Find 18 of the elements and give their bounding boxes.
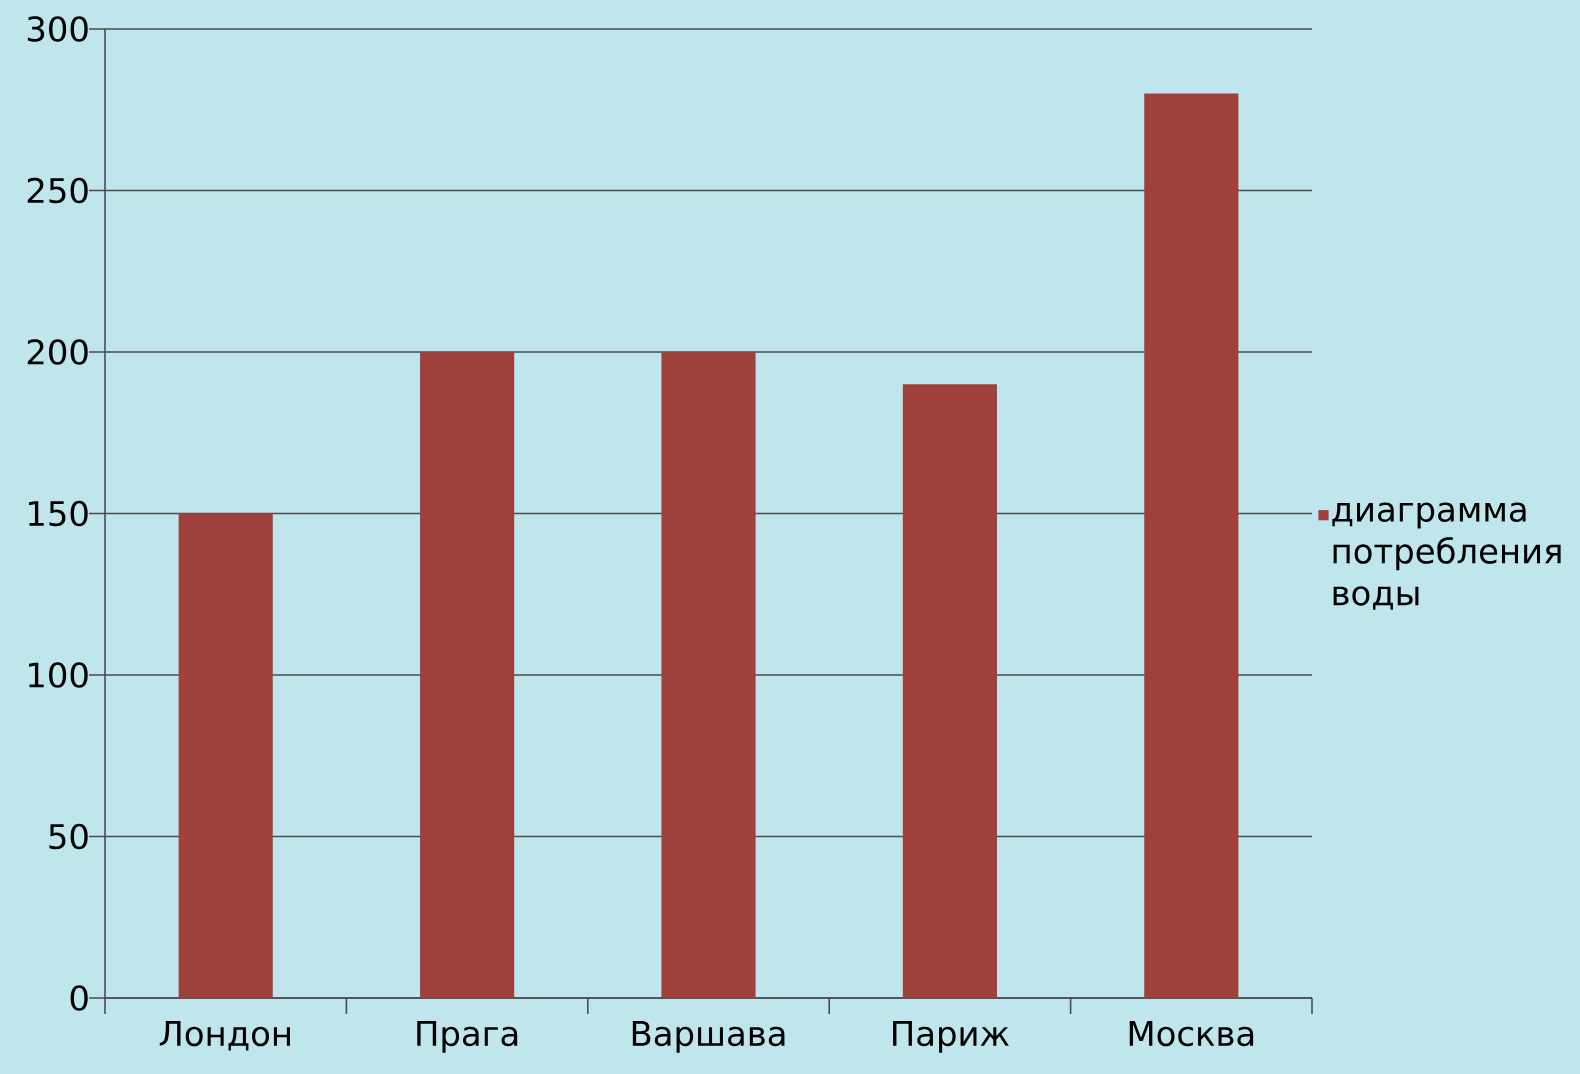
x-tick-label: Прага	[417, 1021, 518, 1053]
x-tick-label: Варшава	[632, 1021, 785, 1053]
y-tick-label: 50	[49, 823, 88, 850]
bar	[420, 351, 515, 998]
bar	[178, 513, 273, 998]
y-tick-label: 100	[29, 662, 88, 688]
bar	[661, 351, 756, 998]
y-tick-label: 200	[27, 339, 88, 365]
legend-label: диаграмма потребления воды	[1332, 502, 1561, 610]
x-tick-label: Париж	[893, 1021, 1009, 1053]
y-tick-label: 250	[27, 177, 88, 204]
x-tick-label: Москва	[1129, 1021, 1254, 1047]
y-tick-label: 150	[29, 500, 88, 527]
y-tick-label: 300	[27, 16, 88, 42]
x-tick-label: Лондон	[159, 1021, 290, 1051]
bar	[1144, 93, 1239, 998]
y-tick-label: 0	[70, 985, 88, 1011]
bar	[902, 384, 997, 998]
